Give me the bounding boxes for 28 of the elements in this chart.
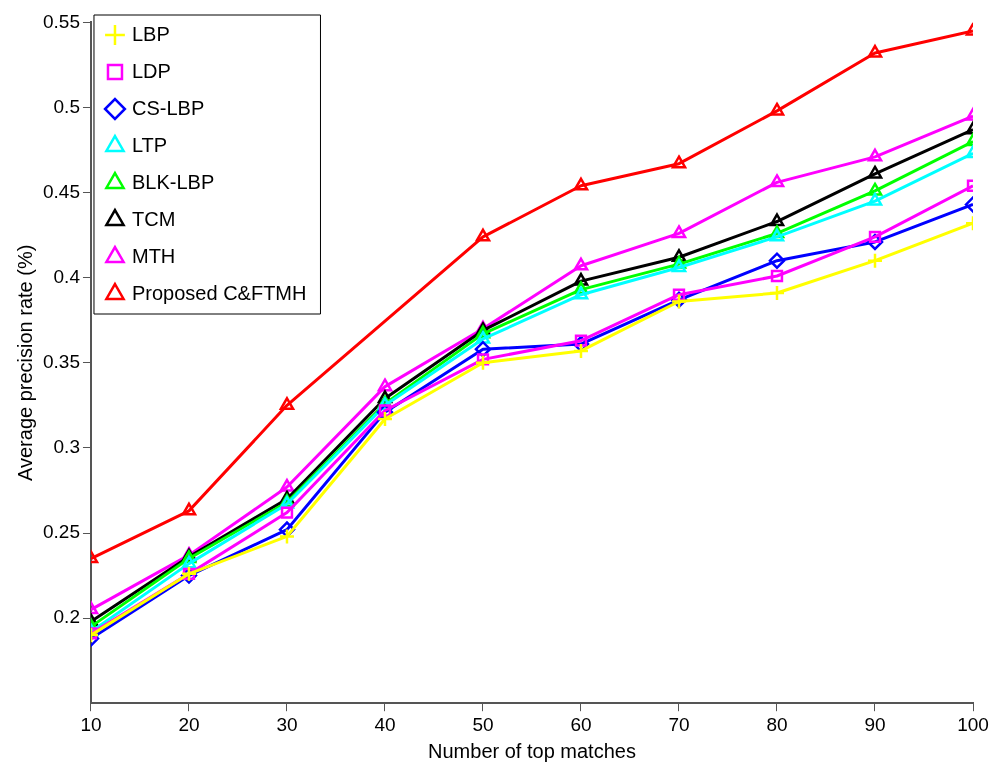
y-tick-label: 0.4 [53,265,81,287]
legend-label: LDP [131,59,171,82]
y-tick-label: 0.35 [43,351,80,373]
x-tick-label: 50 [472,713,494,735]
legend-label: LTP [131,133,168,156]
legend-label: BLK-LBP [131,170,215,193]
x-tick-label: 100 [957,713,989,735]
legend-label: TCM [131,207,176,230]
legend-label: MTH [131,244,176,267]
x-tick-label: 20 [178,713,200,735]
legend-label: Proposed C&FTMH [131,281,307,304]
y-tick-label: 0.2 [53,606,80,628]
x-tick-label: 30 [276,713,298,735]
y-tick-label: 0.5 [53,95,80,117]
y-axis-title: Average precision rate (%) [13,244,36,481]
legend-label: LBP [131,22,170,45]
y-tick-label: 0.3 [53,436,80,458]
x-tick-label: 10 [80,713,102,735]
y-tick-label: 0.55 [43,10,80,32]
y-tick-label: 0.45 [43,180,80,202]
y-tick-label: 0.25 [43,521,80,543]
legend-label: CS-LBP [131,96,205,119]
x-tick-label: 60 [570,713,592,735]
x-tick-label: 40 [374,713,396,735]
x-tick-label: 90 [864,713,886,735]
x-axis-title: Number of top matches [428,739,636,762]
x-tick-label: 80 [766,713,788,735]
x-tick-label: 70 [668,713,690,735]
